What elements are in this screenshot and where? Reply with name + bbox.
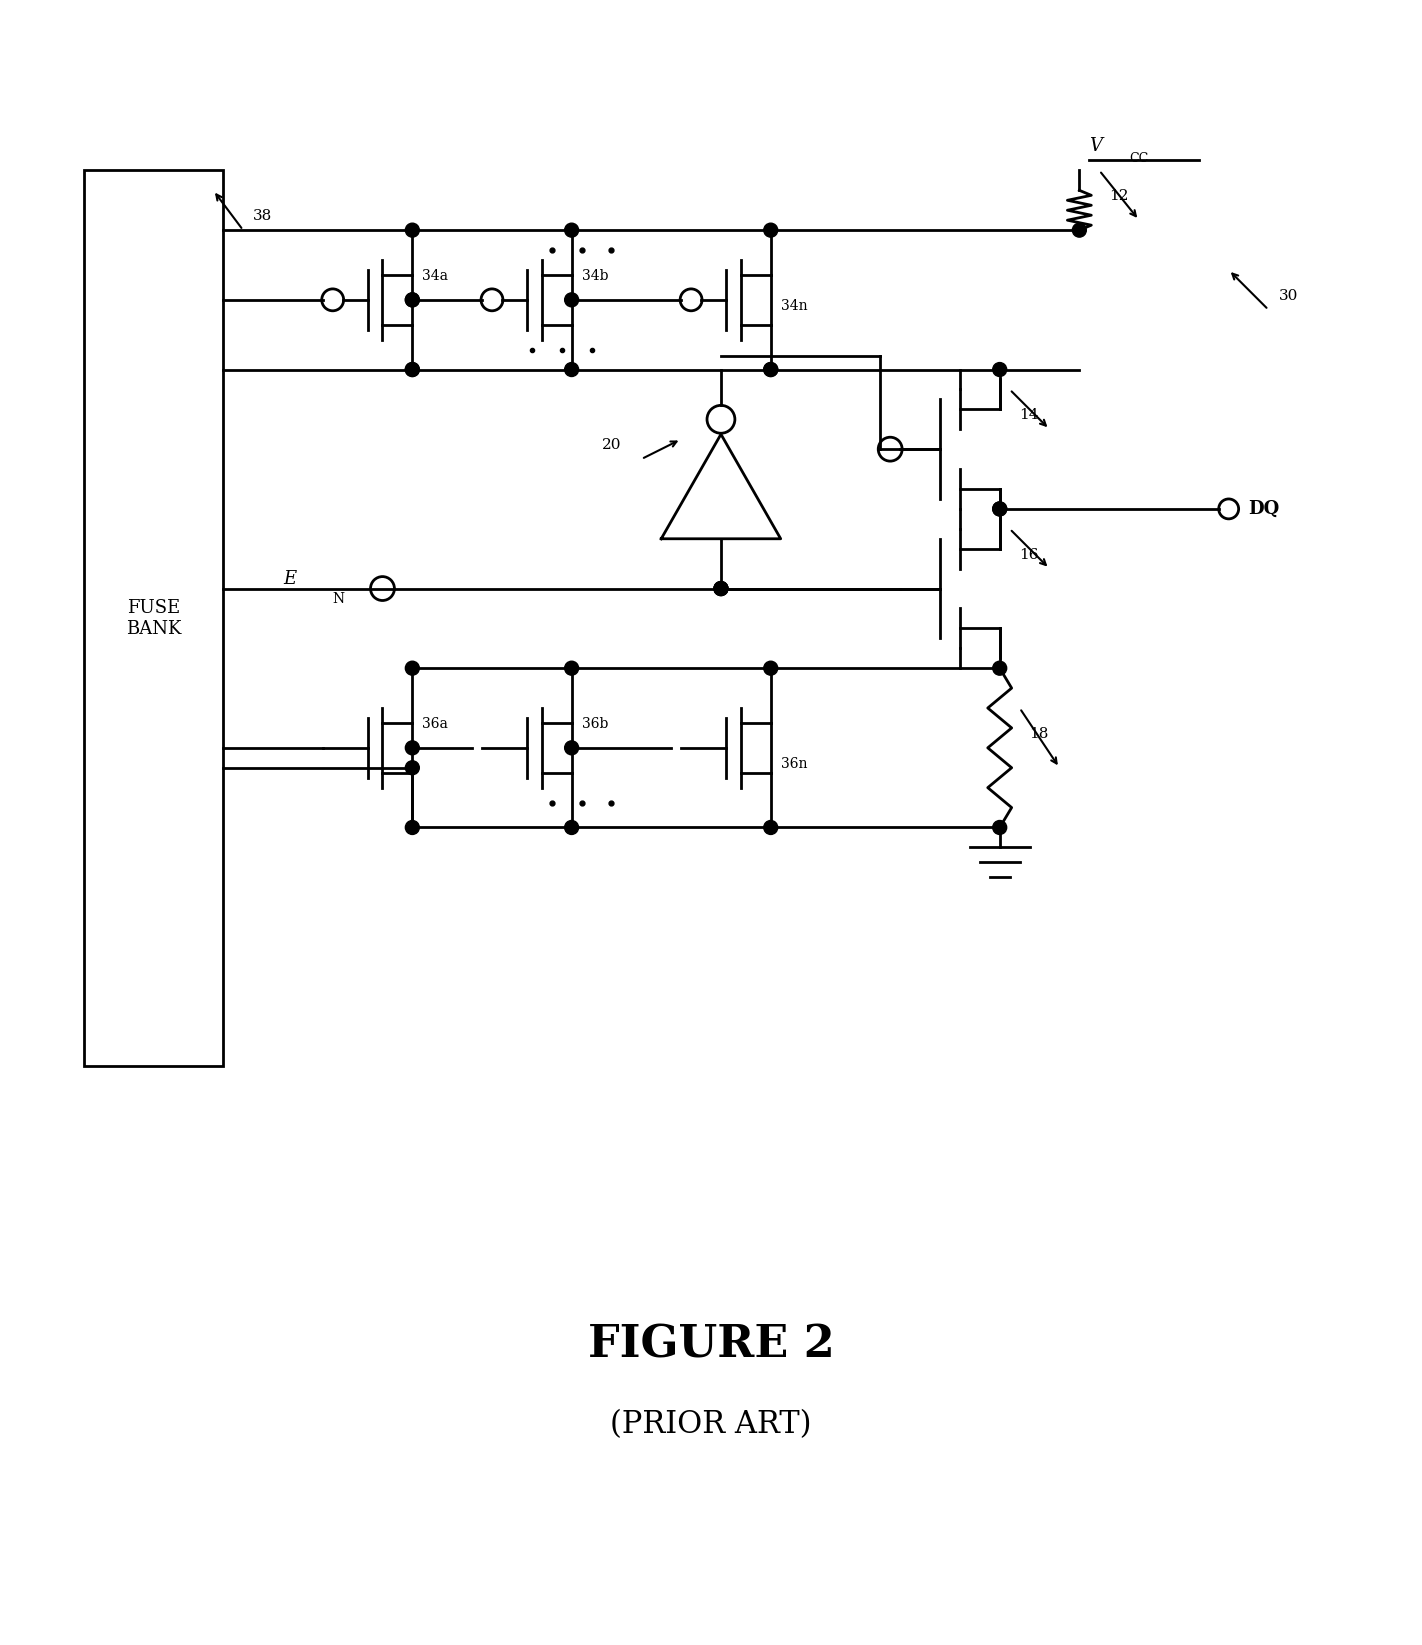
Text: 34n: 34n — [781, 299, 808, 313]
Circle shape — [764, 362, 778, 377]
Circle shape — [993, 502, 1007, 517]
Text: 14: 14 — [1020, 408, 1039, 423]
Circle shape — [405, 362, 419, 377]
Text: 20: 20 — [602, 438, 621, 452]
Bar — [84, 171, 223, 1066]
Text: 34b: 34b — [582, 268, 609, 283]
Text: 36b: 36b — [582, 717, 609, 730]
Text: 30: 30 — [1278, 290, 1298, 303]
Circle shape — [993, 362, 1007, 377]
Text: 38: 38 — [253, 209, 272, 224]
Polygon shape — [661, 434, 781, 540]
Circle shape — [764, 821, 778, 834]
Circle shape — [714, 582, 728, 595]
Circle shape — [405, 293, 419, 308]
Circle shape — [565, 740, 579, 755]
Circle shape — [405, 362, 419, 377]
Circle shape — [565, 362, 579, 377]
Circle shape — [565, 661, 579, 674]
Text: CC: CC — [1129, 153, 1149, 166]
Circle shape — [405, 293, 419, 308]
Text: 34a: 34a — [422, 268, 448, 283]
Circle shape — [565, 224, 579, 237]
Circle shape — [405, 661, 419, 674]
Circle shape — [405, 760, 419, 775]
Circle shape — [405, 224, 419, 237]
Text: 36n: 36n — [781, 757, 808, 772]
Circle shape — [993, 821, 1007, 834]
Text: FIGURE 2: FIGURE 2 — [587, 1324, 835, 1367]
Text: 18: 18 — [1030, 727, 1049, 740]
Circle shape — [405, 740, 419, 755]
Text: (PRIOR ART): (PRIOR ART) — [610, 1410, 812, 1441]
Text: 12: 12 — [1109, 189, 1129, 204]
Circle shape — [993, 502, 1007, 517]
Circle shape — [714, 582, 728, 595]
Text: 16: 16 — [1020, 548, 1039, 561]
Text: DQ: DQ — [1249, 500, 1280, 518]
Circle shape — [565, 821, 579, 834]
Text: 36a: 36a — [422, 717, 448, 730]
Circle shape — [764, 362, 778, 377]
Circle shape — [405, 821, 419, 834]
Circle shape — [714, 582, 728, 595]
Circle shape — [764, 224, 778, 237]
Text: N: N — [333, 592, 344, 605]
Circle shape — [764, 661, 778, 674]
Text: E: E — [283, 569, 296, 587]
Text: V: V — [1089, 138, 1102, 156]
Circle shape — [1072, 224, 1086, 237]
Circle shape — [565, 293, 579, 308]
Circle shape — [993, 661, 1007, 674]
Text: FUSE
BANK: FUSE BANK — [125, 599, 181, 638]
